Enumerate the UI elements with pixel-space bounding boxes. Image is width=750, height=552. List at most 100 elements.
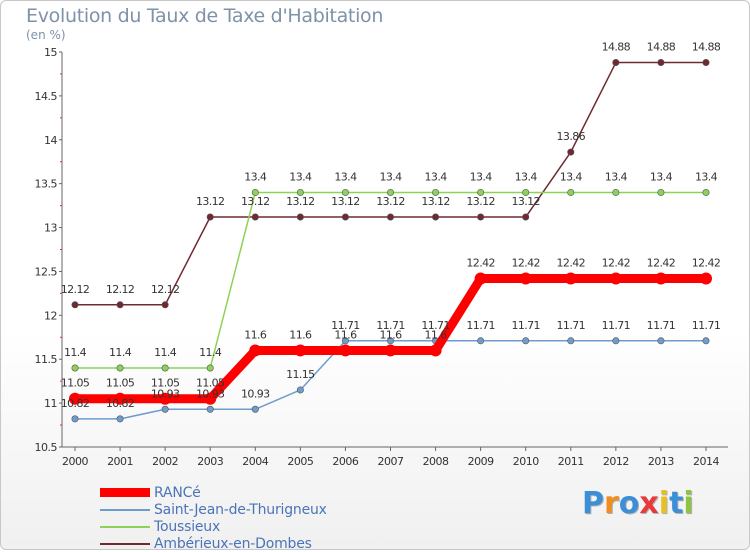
data-label: 13.12 [466, 195, 495, 208]
data-point [206, 364, 214, 372]
data-label: 13.12 [421, 195, 450, 208]
axes: 10.5 11 11.5 12 12.5 13 13.5 14 14.5 15 2000 2001 20… [35, 46, 728, 468]
data-point [657, 59, 665, 67]
legend-item-saint-jean: Saint-Jean-de-Thurigneux [100, 501, 327, 518]
data-label: 12.12 [106, 283, 135, 296]
data-label: 14.88 [602, 41, 631, 54]
data-label: 10.93 [196, 387, 225, 400]
data-point [477, 337, 485, 345]
data-label: 13.12 [331, 195, 360, 208]
data-label: 13.4 [650, 170, 673, 183]
proxiti-logo: Proxiti [582, 486, 694, 521]
data-point [654, 272, 667, 285]
data-point [384, 344, 397, 357]
data-point [69, 392, 81, 405]
x-tick-label: 2006 [332, 455, 358, 468]
chart-subtitle: (en %) [26, 28, 66, 42]
data-point [702, 337, 710, 345]
data-point [386, 188, 394, 196]
data-label: 10.93 [241, 387, 270, 400]
legend-swatch [100, 525, 150, 528]
data-label: 13.4 [470, 170, 493, 183]
x-tick-label: 2001 [107, 455, 133, 468]
data-label: 12.42 [692, 256, 721, 269]
chart-title: Evolution du Taux de Taxe d'Habitation [26, 5, 384, 27]
data-point [432, 188, 440, 196]
data-label: 11.05 [61, 377, 90, 390]
data-labels: 11.05 11.05 11.05 11.05 11.6 11.6 11.6 11.6 11.6… [61, 41, 722, 410]
x-tick-label: 2011 [558, 455, 584, 468]
data-point [429, 344, 442, 357]
data-label: 13.4 [695, 170, 718, 183]
x-tick-label: 2003 [197, 455, 223, 468]
legend: RANCé Saint-Jean-de-Thurigneux Toussieux… [100, 484, 327, 552]
data-label: 11.71 [331, 319, 360, 332]
y-tick-label: 13 [44, 222, 57, 235]
data-point [206, 213, 214, 221]
logo-letter: o [618, 486, 640, 521]
data-label: 10.82 [61, 397, 90, 410]
data-label: 11.71 [466, 319, 495, 332]
x-tick-label: 2008 [423, 455, 449, 468]
data-label: 12.42 [511, 256, 540, 269]
data-point [567, 188, 575, 196]
data-label: 11.4 [109, 346, 132, 359]
data-point [564, 272, 577, 285]
data-label: 13.12 [196, 195, 225, 208]
data-point [612, 337, 620, 345]
data-label: 14.88 [692, 41, 721, 54]
legend-swatch [100, 508, 150, 511]
data-label: 11.71 [511, 319, 540, 332]
data-label: 13.4 [605, 170, 628, 183]
data-label: 13.86 [557, 130, 586, 143]
data-point [71, 364, 79, 372]
legend-swatch [100, 542, 150, 545]
data-label: 11.15 [286, 368, 315, 381]
data-label: 13.12 [376, 195, 405, 208]
data-label: 12.42 [557, 256, 586, 269]
legend-item-rance: RANCé [100, 484, 327, 501]
data-label: 11.6 [425, 328, 448, 341]
data-point [522, 213, 530, 221]
data-label: 11.6 [289, 328, 312, 341]
data-label: 11.71 [602, 319, 631, 332]
x-tick-label: 2004 [242, 455, 268, 468]
legend-swatch [100, 488, 150, 497]
data-point [114, 392, 127, 405]
data-label: 11.4 [199, 346, 222, 359]
data-point [161, 364, 169, 372]
y-tick-label: 14 [44, 134, 57, 147]
data-label: 13.12 [286, 195, 315, 208]
data-label: 12.42 [647, 256, 676, 269]
data-point [567, 148, 575, 156]
data-point [116, 364, 124, 372]
logo-letter: P [582, 486, 604, 521]
data-label: 13.4 [289, 170, 312, 183]
data-point [519, 272, 532, 285]
data-point [249, 344, 262, 357]
data-label: 12.42 [602, 256, 631, 269]
data-point [71, 415, 79, 423]
logo-letter: i [658, 486, 670, 521]
y-tick-label: 11.5 [35, 353, 58, 366]
data-label: 13.4 [244, 170, 267, 183]
data-label: 11.71 [692, 319, 721, 332]
data-label: 11.71 [421, 319, 450, 332]
y-tick-label: 15 [44, 46, 57, 59]
data-label: 13.4 [334, 170, 357, 183]
logo-letter: i [683, 486, 694, 521]
data-point [116, 301, 124, 309]
data-point [294, 344, 307, 357]
data-point [612, 59, 620, 67]
legend-item-toussieux: Toussieux [100, 518, 327, 535]
data-point [296, 188, 304, 196]
data-point [204, 392, 217, 405]
data-label: 10.93 [151, 387, 180, 400]
data-point [432, 213, 440, 221]
y-tick-label: 12 [44, 309, 57, 322]
data-label: 11.05 [151, 377, 180, 390]
data-point [341, 188, 349, 196]
x-tick-label: 2012 [603, 455, 629, 468]
data-point [386, 213, 394, 221]
